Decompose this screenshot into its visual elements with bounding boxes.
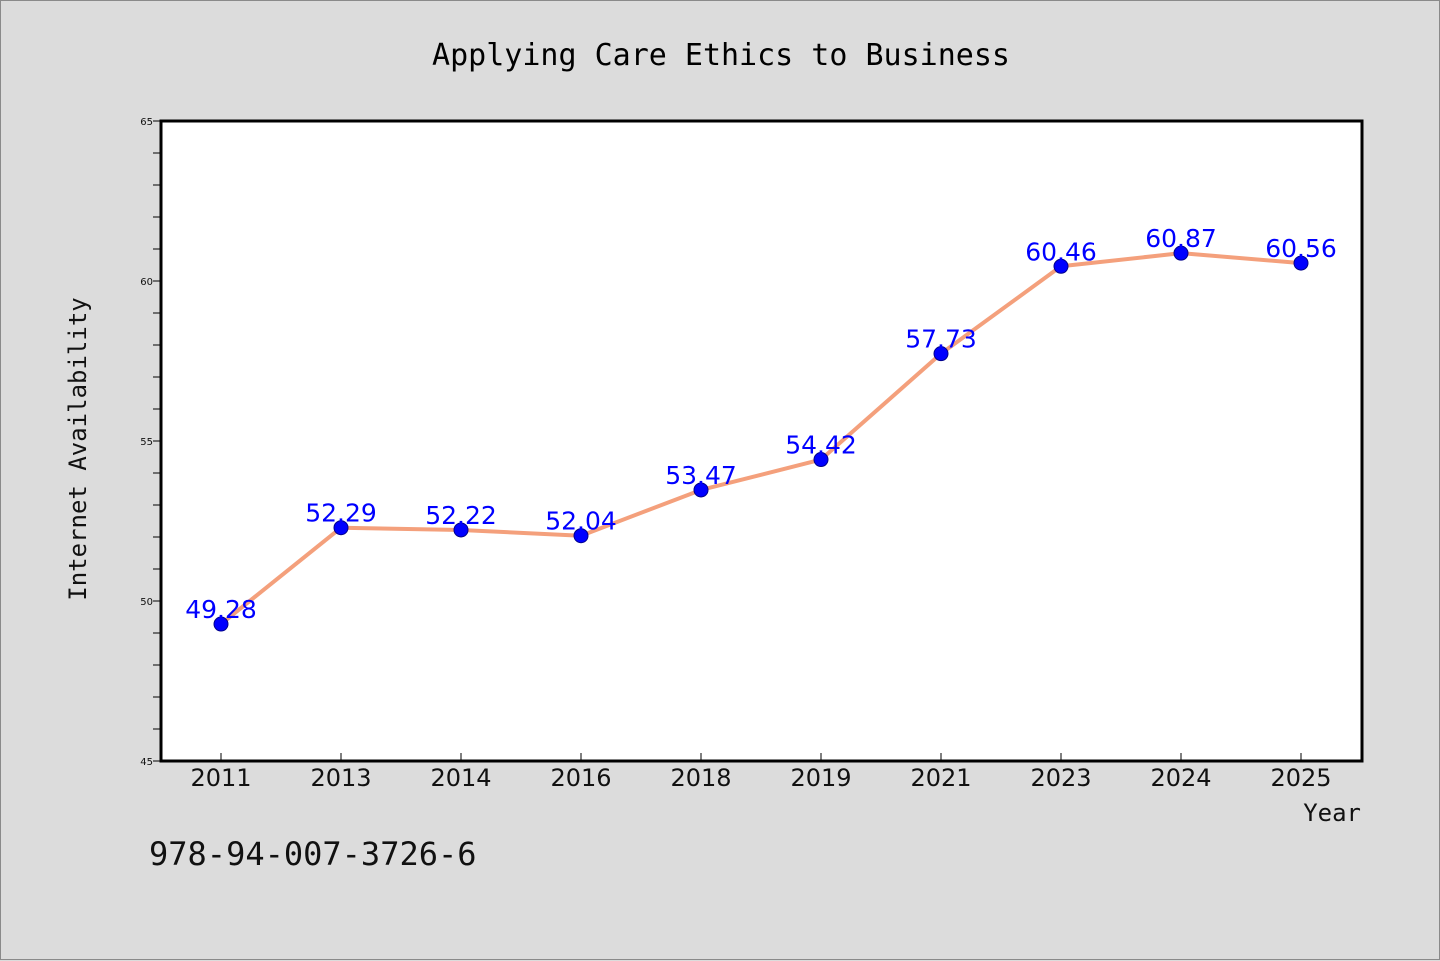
y-tick-label: 55 bbox=[140, 437, 153, 448]
data-label: 52.29 bbox=[305, 499, 377, 528]
x-tick-label: 2011 bbox=[190, 764, 251, 792]
data-label: 52.22 bbox=[425, 501, 497, 530]
data-point-marker bbox=[693, 482, 709, 498]
data-labels-group: 49.28 52.29 52.22 52.04 53.47 54.42 57.73 60.46… bbox=[185, 224, 1337, 624]
data-label: 52.04 bbox=[545, 507, 617, 536]
x-tick-label: 2018 bbox=[670, 764, 731, 792]
data-label: 49.28 bbox=[185, 595, 257, 624]
data-point-marker bbox=[933, 346, 949, 362]
data-label: 60.87 bbox=[1145, 224, 1217, 253]
data-label: 57.73 bbox=[905, 325, 977, 354]
x-tick-label: 2023 bbox=[1030, 764, 1091, 792]
y-tick-label: 60 bbox=[140, 277, 153, 288]
x-axis: 2011 2013 2014 2016 2018 2019 2021 2023 2024 2025 bbox=[190, 753, 1332, 792]
plot-area bbox=[159, 119, 1364, 763]
data-point-marker bbox=[1293, 255, 1309, 271]
x-tick-label: 2019 bbox=[790, 764, 851, 792]
data-label: 53.47 bbox=[665, 461, 737, 490]
data-point-marker bbox=[213, 616, 229, 632]
x-tick-label: 2016 bbox=[550, 764, 611, 792]
data-point-marker bbox=[453, 522, 469, 538]
data-point-marker bbox=[333, 520, 349, 536]
data-label: 60.46 bbox=[1025, 237, 1097, 266]
x-tick-label: 2014 bbox=[430, 764, 491, 792]
series-line bbox=[219, 251, 1303, 627]
x-axis-label: Year bbox=[1303, 799, 1361, 827]
y-tick-label: 65 bbox=[140, 117, 153, 128]
series-line-group bbox=[219, 251, 1303, 627]
x-tick-label: 2021 bbox=[910, 764, 971, 792]
data-point-marker bbox=[1173, 245, 1189, 261]
markers-group bbox=[213, 245, 1309, 632]
x-tick-label: 2013 bbox=[310, 764, 371, 792]
y-tick-label: 45 bbox=[140, 757, 153, 768]
data-label: 54.42 bbox=[785, 431, 857, 460]
y-axis-label: Internet Availability bbox=[64, 297, 92, 600]
data-point-marker bbox=[813, 452, 829, 468]
data-point-marker bbox=[573, 528, 589, 544]
chart-title: Applying Care Ethics to Business bbox=[432, 38, 1010, 73]
data-label: 60.56 bbox=[1265, 234, 1337, 263]
y-axis: 45 50 55 60 65 bbox=[140, 117, 161, 768]
y-tick-label: 50 bbox=[140, 597, 153, 608]
isbn-annotation: 978-94-007-3726-6 bbox=[149, 835, 477, 873]
x-tick-label: 2025 bbox=[1270, 764, 1331, 792]
x-tick-label: 2024 bbox=[1150, 764, 1211, 792]
data-point-marker bbox=[1053, 258, 1069, 274]
